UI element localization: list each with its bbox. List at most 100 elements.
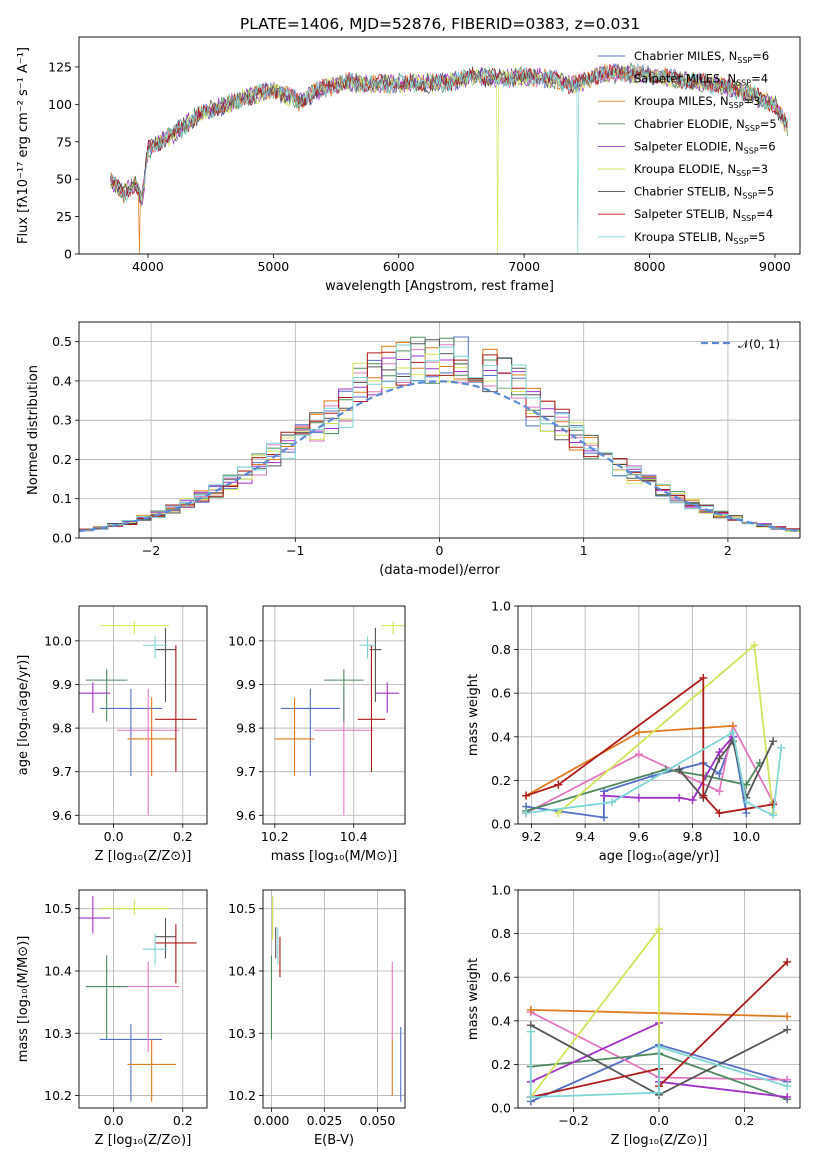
y-tick-label: 0.0	[491, 817, 511, 832]
y-tick-label: 0.6	[491, 686, 511, 701]
legend-value: =4	[751, 72, 768, 86]
y-tick-label: 10.2	[228, 1088, 256, 1103]
x-tick-label: 0.025	[307, 1113, 343, 1128]
weight-marker	[599, 791, 608, 800]
y-tick-label: 0.4	[52, 373, 72, 388]
legend-entry: Salpeter MILES, NSSP=4	[634, 72, 768, 88]
axes-frame	[78, 605, 208, 825]
legend-text: Chabrier MILES, N	[634, 49, 737, 63]
legend-subscript: SSP	[742, 192, 757, 201]
x-tick-label: 0.0	[649, 1113, 669, 1128]
x-tick-label: 0.2	[735, 1113, 755, 1128]
x-tick-label: 10.2	[261, 829, 289, 844]
x-tick-label: −1	[286, 543, 304, 558]
legend-subscript: SSP	[736, 169, 751, 178]
x-tick-label: 0.2	[173, 829, 193, 844]
y-tick-label: 50	[56, 172, 72, 187]
y-tick-label: 9.7	[236, 764, 256, 779]
y-tick-label: 9.6	[52, 808, 72, 823]
legend-text: Chabrier STELIB, N	[634, 185, 742, 199]
x-tick-label: 9.2	[521, 829, 541, 844]
spectrum-line	[109, 62, 788, 254]
legend-entry: 𝒩(0, 1)	[738, 337, 780, 351]
weight-marker	[688, 796, 697, 805]
y-tick-label: 0.3	[52, 413, 72, 428]
y-tick-label: 9.8	[236, 721, 256, 736]
y-axis-label: mass [log₁₀(M/M⊙)]	[16, 936, 31, 1063]
y-tick-label: 0	[64, 247, 72, 262]
y-axis-label: mass weight	[466, 674, 481, 756]
y-tick-label: 10.4	[44, 963, 72, 978]
weight-line	[557, 643, 774, 814]
legend-entry: Kroupa ELODIE, NSSP=3	[634, 162, 768, 178]
axes-frame	[78, 36, 801, 255]
y-tick-label: 25	[56, 209, 72, 224]
y-tick-label: 10.2	[44, 1088, 72, 1103]
y-tick-label: 9.9	[236, 677, 256, 692]
x-tick-label: 10.0	[732, 829, 760, 844]
legend-subscript: SSP	[734, 237, 749, 246]
y-tick-label: 9.8	[52, 721, 72, 736]
weight-marker	[750, 641, 759, 650]
weight-marker	[769, 737, 778, 746]
weight-marker	[715, 809, 724, 818]
x-axis-label: Z [log₁₀(Z/Z⊙)]	[611, 1133, 708, 1148]
x-tick-label: 10.4	[340, 829, 368, 844]
weight-marker	[699, 673, 708, 682]
y-tick-label: 0.2	[491, 1057, 511, 1072]
weight-marker	[522, 791, 531, 800]
y-tick-label: 125	[48, 59, 72, 74]
weight-marker	[655, 1042, 663, 1051]
axes-frame	[78, 321, 801, 539]
x-axis-label: Z [log₁₀(Z/Z⊙)]	[95, 1133, 192, 1148]
x-tick-label: 9.8	[683, 829, 703, 844]
weight-marker	[655, 925, 663, 934]
weight-marker	[777, 743, 786, 752]
legend-entry: Kroupa MILES, NSSP=3	[634, 94, 760, 110]
legend-text: Kroupa MILES, N	[634, 94, 729, 108]
x-axis-label: (data-model)/error	[379, 563, 500, 578]
y-axis-label: mass weight	[466, 958, 481, 1040]
axes-frame	[262, 889, 406, 1109]
y-tick-label: 75	[56, 134, 72, 149]
legend-entry: Chabrier STELIB, NSSP=5	[634, 185, 774, 201]
weight-marker	[526, 1093, 535, 1102]
histogram-step	[79, 351, 800, 530]
x-tick-label: −2	[142, 543, 160, 558]
legend-value: =6	[759, 139, 776, 153]
weight-marker	[522, 809, 531, 818]
x-tick-label: 0.050	[360, 1113, 396, 1128]
legend-subscript: SSP	[744, 146, 759, 155]
y-tick-label: 0.8	[491, 642, 511, 657]
x-tick-label: 7000	[508, 259, 540, 274]
x-tick-label: 5000	[257, 259, 289, 274]
legend-value: =5	[749, 230, 766, 244]
weight-marker	[634, 728, 643, 737]
weight-marker	[728, 728, 737, 737]
y-tick-label: 0.4	[491, 729, 511, 744]
x-tick-label: 0.0	[104, 829, 124, 844]
y-axis-label: Normed distribution	[26, 365, 41, 495]
weight-line	[525, 730, 783, 817]
weight-marker	[742, 809, 751, 818]
x-axis-label: Z [log₁₀(Z/Z⊙)]	[95, 849, 192, 864]
x-tick-label: 0.0	[104, 1113, 124, 1128]
x-axis-label: mass [log₁₀(M/M⊙)]	[271, 849, 398, 864]
y-tick-label: 9.9	[52, 677, 72, 692]
y-tick-label: 10.4	[228, 963, 256, 978]
weight-line	[603, 736, 734, 801]
weight-marker	[715, 754, 724, 763]
legend-entry: Chabrier MILES, NSSP=6	[634, 49, 769, 65]
y-tick-label: 0.0	[491, 1101, 511, 1116]
legend-text: Salpeter ELODIE, N	[634, 139, 744, 153]
weight-line	[678, 739, 774, 801]
x-tick-label: 2	[724, 543, 732, 558]
weight-line	[525, 676, 774, 815]
weight-marker	[526, 1005, 535, 1014]
weight-marker	[769, 811, 778, 820]
legend-subscript: SSP	[736, 79, 751, 88]
x-tick-label: 4000	[132, 259, 164, 274]
legend-entry: Kroupa STELIB, NSSP=5	[634, 230, 765, 246]
legend-subscript: SSP	[737, 56, 752, 65]
weight-marker	[783, 1093, 792, 1102]
